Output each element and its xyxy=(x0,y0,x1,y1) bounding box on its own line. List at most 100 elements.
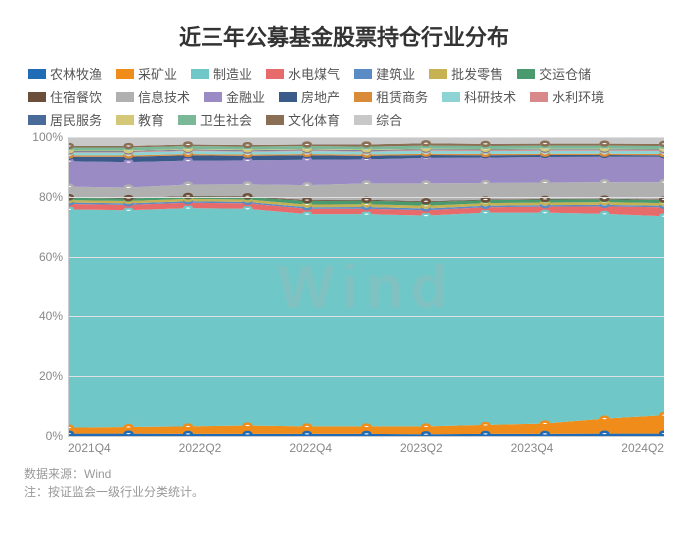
series-marker xyxy=(422,199,429,203)
legend-item: 水电煤气 xyxy=(266,64,340,83)
series-marker xyxy=(303,212,310,216)
series-marker xyxy=(601,180,608,184)
series-marker xyxy=(660,432,664,436)
series-marker xyxy=(363,212,370,216)
series-marker xyxy=(125,186,132,190)
series-marker xyxy=(184,183,191,187)
legend-item: 居民服务 xyxy=(28,110,102,129)
legend-label: 综合 xyxy=(376,110,402,129)
footer-note: 注：按证监会一级行业分类统计。 xyxy=(24,483,664,501)
legend-item: 租赁商务 xyxy=(354,87,428,106)
series-marker xyxy=(244,158,251,162)
series-marker xyxy=(482,198,489,202)
x-tick-label: 2023Q2 xyxy=(400,441,443,455)
series-marker xyxy=(422,181,429,185)
series-marker xyxy=(244,424,251,428)
legend-label: 住宿餐饮 xyxy=(50,87,102,106)
series-marker xyxy=(69,426,73,430)
stacked-area-svg xyxy=(69,137,664,436)
legend-swatch xyxy=(116,115,134,125)
series-marker xyxy=(244,207,251,211)
legend-item: 房地产 xyxy=(279,87,340,106)
legend-label: 制造业 xyxy=(213,64,252,83)
series-marker xyxy=(601,212,608,216)
plot-wrapper: Wind 0%20%40%60%80%100% 2021Q42022Q22022… xyxy=(68,137,664,455)
series-marker xyxy=(244,432,251,436)
chart-footer: 数据来源：Wind 注：按证监会一级行业分类统计。 xyxy=(24,465,664,501)
series-marker xyxy=(184,206,191,210)
series-marker xyxy=(482,142,489,146)
series-marker xyxy=(244,143,251,147)
series-marker xyxy=(303,198,310,202)
legend-swatch xyxy=(354,115,372,125)
legend-label: 文化体育 xyxy=(288,110,340,129)
legend-swatch xyxy=(191,69,209,79)
series-marker xyxy=(303,425,310,429)
chart-title: 近三年公募基金股票持仓行业分布 xyxy=(24,20,664,52)
grid-line xyxy=(69,197,664,198)
series-marker xyxy=(125,160,132,164)
grid-line xyxy=(69,376,664,377)
legend-swatch xyxy=(517,69,535,79)
legend-item: 科研技术 xyxy=(442,87,516,106)
legend-label: 科研技术 xyxy=(464,87,516,106)
x-axis-labels: 2021Q42022Q22022Q42023Q22023Q42024Q2 xyxy=(68,437,664,455)
plot-area: Wind 0%20%40%60%80%100% xyxy=(68,137,664,437)
legend-swatch xyxy=(178,115,196,125)
series-marker xyxy=(125,425,132,429)
series-marker xyxy=(482,423,489,427)
series-marker xyxy=(69,185,73,189)
legend-item: 信息技术 xyxy=(116,87,190,106)
legend-swatch xyxy=(354,69,372,79)
chart-container: 近三年公募基金股票持仓行业分布 农林牧渔采矿业制造业水电煤气建筑业批发零售交运仓… xyxy=(0,0,688,548)
series-marker xyxy=(422,425,429,429)
legend-item: 采矿业 xyxy=(116,64,177,83)
series-marker xyxy=(184,425,191,429)
legend-label: 水利环境 xyxy=(552,87,604,106)
grid-line xyxy=(69,257,664,258)
series-marker xyxy=(363,432,370,436)
legend-swatch xyxy=(279,92,297,102)
series-marker xyxy=(541,211,548,215)
series-marker xyxy=(660,214,664,218)
series-marker xyxy=(363,181,370,185)
legend-label: 房地产 xyxy=(301,87,340,106)
grid-line xyxy=(69,316,664,317)
legend-swatch xyxy=(116,92,134,102)
legend-label: 信息技术 xyxy=(138,87,190,106)
series-marker xyxy=(601,142,608,146)
x-tick-label: 2023Q4 xyxy=(511,441,554,455)
legend-label: 交运仓储 xyxy=(539,64,591,83)
series-marker xyxy=(601,432,608,436)
legend-item: 教育 xyxy=(116,110,164,129)
series-marker xyxy=(303,183,310,187)
legend-item: 文化体育 xyxy=(266,110,340,129)
series-marker xyxy=(482,181,489,185)
series-marker xyxy=(244,182,251,186)
series-marker xyxy=(125,208,132,212)
legend-swatch xyxy=(28,69,46,79)
legend-swatch xyxy=(204,92,222,102)
legend-swatch xyxy=(266,69,284,79)
series-marker xyxy=(125,432,132,436)
series-marker xyxy=(363,143,370,147)
legend-label: 采矿业 xyxy=(138,64,177,83)
series-marker xyxy=(69,432,73,436)
series-marker xyxy=(422,141,429,145)
y-tick-label: 20% xyxy=(39,369,69,383)
series-marker xyxy=(422,214,429,218)
series-marker xyxy=(660,142,664,146)
series-marker xyxy=(125,144,132,148)
legend-swatch xyxy=(116,69,134,79)
legend-item: 水利环境 xyxy=(530,87,604,106)
series-marker xyxy=(541,142,548,146)
footer-source: 数据来源：Wind xyxy=(24,465,664,483)
series-marker xyxy=(69,207,73,211)
legend-label: 租赁商务 xyxy=(376,87,428,106)
area-series xyxy=(69,208,664,427)
legend-item: 农林牧渔 xyxy=(28,64,102,83)
legend-swatch xyxy=(28,92,46,102)
legend-swatch xyxy=(429,69,447,79)
x-tick-label: 2022Q4 xyxy=(289,441,332,455)
series-marker xyxy=(660,180,664,184)
